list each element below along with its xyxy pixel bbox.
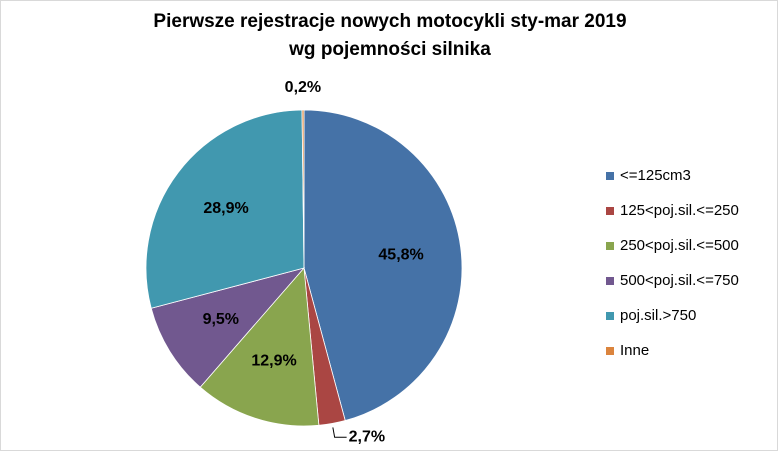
legend-swatch: [606, 277, 614, 285]
data-label: 45,8%: [378, 246, 423, 263]
data-label: 9,5%: [203, 311, 239, 328]
chart-title: wg pojemności silnika: [288, 39, 491, 60]
legend-swatch: [606, 207, 614, 215]
leader-line: [332, 427, 347, 438]
legend-label: 250<poj.sil.<=500: [620, 237, 739, 254]
legend-swatch: [606, 242, 614, 250]
legend-swatch: [606, 347, 614, 355]
pie-slice: [145, 109, 305, 309]
legend-label: Inne: [620, 342, 649, 359]
chart-title: Pierwsze rejestracje nowych motocykli st…: [153, 11, 626, 32]
data-label: 28,9%: [203, 200, 248, 217]
legend-label: poj.sil.>750: [620, 307, 696, 324]
legend-swatch: [606, 312, 614, 320]
pie-slice: [303, 109, 463, 422]
legend-swatch: [606, 172, 614, 180]
legend-label: <=125cm3: [620, 167, 691, 184]
legend-label: 125<poj.sil.<=250: [620, 202, 739, 219]
legend-label: 500<poj.sil.<=750: [620, 272, 739, 289]
pie-slice: [199, 267, 320, 427]
pie-slice: [301, 109, 305, 269]
data-label: 0,2%: [285, 79, 321, 96]
pie-slice: [150, 267, 306, 388]
data-label: 12,9%: [251, 352, 296, 369]
data-label: 2,7%: [349, 428, 385, 445]
